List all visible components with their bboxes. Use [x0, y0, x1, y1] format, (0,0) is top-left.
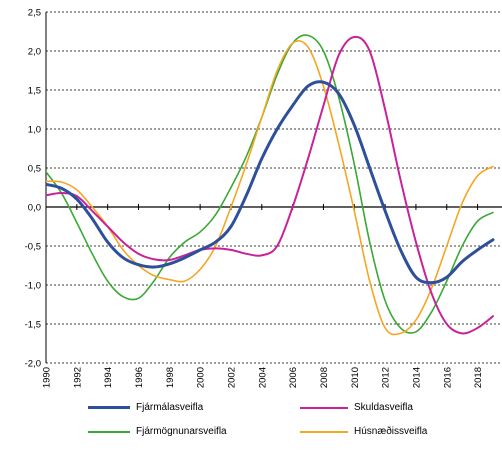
y-tick-label: 0,0	[28, 203, 41, 214]
x-tick-label: 2010	[350, 367, 361, 388]
y-tick-label: 1,0	[28, 125, 41, 136]
y-tick-label: -0,5	[25, 242, 41, 253]
x-tick-label: 1994	[103, 367, 114, 388]
y-tick-label: -1,5	[25, 320, 41, 331]
x-tick-label: 2012	[381, 367, 392, 388]
x-tick-label: 1996	[134, 367, 145, 388]
y-tick-label: 2,5	[28, 8, 41, 19]
series-lines	[46, 34, 495, 336]
x-tick-label: 1990	[42, 367, 53, 388]
x-axis-ticks: 1990 1992 1994 1996 1998 2000 2002 2004 2006 2008…	[42, 204, 484, 388]
x-tick-label: 2004	[257, 367, 268, 388]
series-line-skuldasveifla	[46, 35, 494, 335]
y-tick-label: -2,0	[25, 359, 41, 370]
y-tick-label: 0,5	[28, 164, 41, 175]
y-tick-label: 2,0	[28, 47, 41, 58]
y-axis-ticks: 2,5 2,0 1,5 1,0 0,5 0,0 -0,5 -1,0 -1,5 -2,0	[25, 8, 41, 370]
y-tick-label: -1,0	[25, 281, 41, 292]
x-tick-label: 2006	[288, 367, 299, 388]
series-line-fjarmognunarsveifla	[46, 34, 494, 334]
x-tick-label: 2014	[411, 367, 422, 388]
x-tick-label: 2000	[196, 367, 207, 388]
x-tick-label: 2002	[226, 367, 237, 388]
x-tick-label: 1992	[72, 367, 83, 388]
x-tick-label: 2016	[442, 367, 453, 388]
series-line-husnaedissveifla	[46, 40, 494, 336]
series-line-fjarmalasveifla	[46, 80, 495, 285]
x-tick-label: 1998	[165, 367, 176, 388]
y-tick-label: 1,5	[28, 86, 41, 97]
x-tick-label: 2008	[319, 367, 330, 388]
x-tick-label: 2018	[473, 367, 484, 388]
gridlines	[46, 11, 502, 364]
